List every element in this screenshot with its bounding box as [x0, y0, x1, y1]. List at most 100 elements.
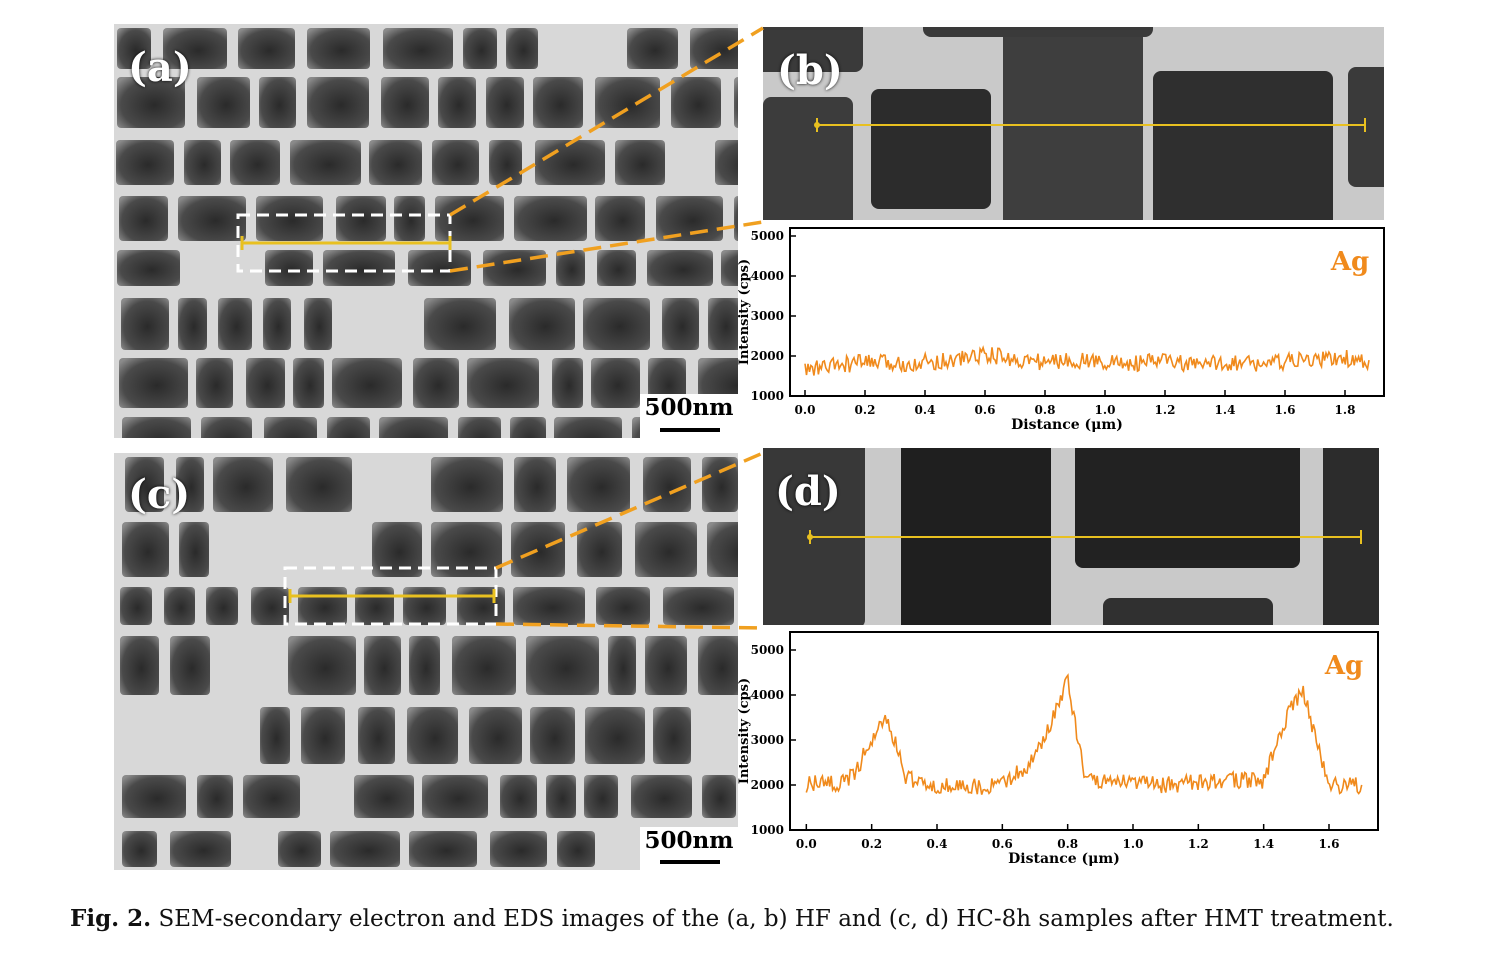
precipitate-cell	[251, 587, 289, 625]
element-label: Ag	[1330, 247, 1369, 277]
precipitate-cell	[583, 298, 650, 350]
y-tick-label: 1000	[751, 389, 784, 403]
precipitate-cell	[184, 140, 221, 185]
precipitate-cell	[662, 298, 699, 350]
x-tick-label: 1.0	[1123, 837, 1144, 851]
precipitate-cell	[121, 298, 169, 350]
precipitate-cell	[256, 196, 323, 241]
precipitate-cell	[871, 89, 991, 209]
precipitate-cell	[122, 522, 169, 577]
x-tick-label: 0.4	[915, 403, 936, 417]
precipitate-cell	[509, 298, 575, 350]
precipitate-cell	[116, 140, 174, 185]
precipitate-cell	[556, 250, 585, 286]
precipitate-cell	[663, 587, 734, 625]
precipitate-cell	[383, 28, 453, 69]
precipitate-cell	[511, 522, 565, 577]
precipitate-cell	[763, 27, 863, 72]
precipitate-cell	[422, 775, 488, 818]
precipitate-cell	[286, 457, 352, 512]
y-tick-label: 5000	[751, 643, 784, 657]
zoom-guide-line	[495, 451, 764, 570]
precipitate-cell	[122, 775, 186, 818]
precipitate-cell	[463, 28, 497, 69]
precipitate-cell	[358, 707, 395, 764]
precipitate-cell	[584, 775, 618, 818]
precipitate-cell	[278, 831, 321, 867]
precipitate-cell	[489, 140, 522, 185]
precipitate-cell	[218, 298, 252, 350]
sem-image-d: (d)	[763, 448, 1379, 625]
zoom-guide-line	[449, 220, 764, 273]
precipitate-cell	[734, 77, 738, 128]
precipitate-cell	[533, 77, 583, 128]
precipitate-cell	[243, 775, 300, 818]
precipitate-cell	[293, 358, 324, 408]
precipitate-cell	[238, 28, 295, 69]
precipitate-cell	[506, 28, 538, 69]
precipitate-cell	[530, 707, 575, 764]
precipitate-cell	[535, 140, 605, 185]
precipitate-cell	[120, 636, 159, 695]
precipitate-cell	[513, 587, 585, 625]
y-axis-label: Intensity (cps)	[738, 259, 752, 365]
selection-box-c	[283, 566, 498, 626]
precipitate-cell	[431, 522, 502, 577]
precipitate-cell	[698, 636, 738, 695]
precipitate-cell	[206, 587, 238, 625]
precipitate-cell	[263, 298, 291, 350]
precipitate-cell	[122, 417, 191, 438]
precipitate-cell	[323, 250, 395, 286]
x-tick-label: 0.8	[1057, 837, 1078, 851]
scale-bar-label-c: 500nm	[644, 827, 734, 854]
precipitate-cell	[197, 77, 250, 128]
x-tick-label: 1.2	[1188, 837, 1209, 851]
precipitate-cell	[585, 707, 645, 764]
x-tick-label: 1.6	[1275, 403, 1296, 417]
precipitate-cell	[763, 97, 853, 220]
scale-bar-line-c	[660, 860, 720, 864]
precipitate-cell	[117, 77, 185, 128]
line-scan-marker-a	[240, 236, 452, 250]
precipitate-cell	[179, 522, 209, 577]
precipitate-cell	[546, 775, 576, 818]
x-tick-label: 0.0	[796, 837, 817, 851]
precipitate-cell	[595, 77, 660, 128]
x-tick-label: 0.0	[795, 403, 816, 417]
y-tick-label: 5000	[751, 229, 784, 243]
sem-micrograph-c	[114, 453, 738, 870]
precipitate-cell	[372, 522, 422, 577]
element-label: Ag	[1324, 651, 1363, 681]
precipitate-cell	[702, 775, 736, 818]
x-tick-label: 1.6	[1319, 837, 1340, 851]
precipitate-cell	[117, 28, 151, 69]
precipitate-cell	[196, 358, 233, 408]
precipitate-cell	[1103, 598, 1273, 625]
precipitate-cell	[734, 196, 738, 241]
zoom-guide-line	[449, 26, 764, 217]
precipitate-cell	[330, 831, 400, 867]
precipitate-cell	[407, 707, 458, 764]
x-tick-label: 0.2	[855, 403, 876, 417]
precipitate-cell	[510, 417, 546, 438]
y-axis-label: Intensity (cps)	[738, 678, 752, 784]
scale-bar-a: 500nm	[640, 394, 738, 438]
precipitate-cell	[597, 250, 636, 286]
precipitate-cell	[438, 77, 476, 128]
precipitate-cell	[432, 140, 479, 185]
precipitate-cell	[645, 636, 687, 695]
sem-image-a: (a) 500nm	[114, 24, 738, 438]
precipitate-cell	[526, 636, 599, 695]
precipitate-cell	[408, 250, 471, 286]
scale-bar-line-a	[660, 428, 720, 432]
figure-caption-text: SEM-secondary electron and EDS images of…	[158, 906, 1394, 932]
precipitate-cell	[424, 298, 496, 350]
sem-image-c: (c) 500nm	[114, 453, 738, 870]
precipitate-cell	[381, 77, 429, 128]
y-tick-label: 2000	[751, 778, 784, 792]
precipitate-cell	[715, 140, 738, 185]
precipitate-cell	[486, 77, 524, 128]
panel-label-a: (a)	[128, 44, 192, 91]
precipitate-cell	[1348, 67, 1384, 187]
